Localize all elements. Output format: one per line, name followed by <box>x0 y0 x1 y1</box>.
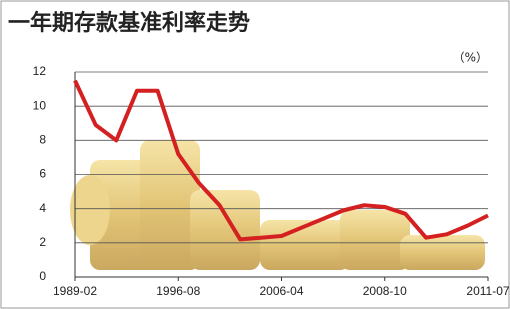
x-tick-label: 2006-04 <box>259 284 303 298</box>
x-tick-label: 2008-10 <box>363 284 407 298</box>
y-tick-label: 12 <box>33 64 47 78</box>
chart-title: 一年期存款基准利率走势 <box>8 10 250 36</box>
y-tick-label: 4 <box>39 201 46 215</box>
y-tick-label: 8 <box>39 133 46 147</box>
y-tick-label: 6 <box>39 167 46 181</box>
unit-label: （%） <box>453 51 488 65</box>
y-tick-label: 2 <box>39 235 46 249</box>
x-tick-label: 2011-07 <box>466 284 509 298</box>
y-tick-label: 10 <box>33 98 47 112</box>
y-tick-label: 0 <box>39 269 46 283</box>
chart: 一年期存款基准利率走势 （%） 0 2 4 6 8 10 12 1989-02 1996-08 2… <box>0 0 510 309</box>
x-tick-label: 1989-02 <box>53 284 97 298</box>
x-tick-label: 1996-08 <box>156 284 200 298</box>
